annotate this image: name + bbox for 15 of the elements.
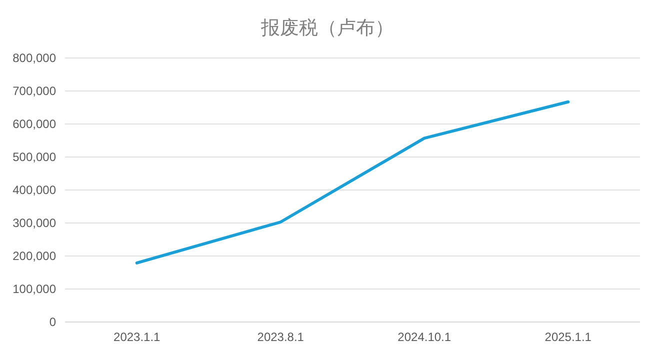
y-tick-label: 600,000 — [12, 117, 56, 131]
chart-title: 报废税（卢布） — [260, 17, 394, 39]
x-tick-label: 2024.10.1 — [398, 330, 452, 344]
y-tick-label: 800,000 — [12, 51, 56, 65]
y-tick-label: 0 — [49, 315, 56, 329]
y-tick-label: 500,000 — [12, 150, 56, 164]
line-series — [135, 100, 570, 264]
x-tick-label: 2023.1.1 — [114, 330, 161, 344]
y-tick-label: 300,000 — [12, 216, 56, 230]
y-tick-label: 200,000 — [12, 249, 56, 263]
x-tick-label: 2025.1.1 — [544, 330, 592, 344]
y-tick-label: 400,000 — [12, 183, 56, 197]
x-tick-label: 2023.8.1 — [257, 330, 304, 344]
y-tick-label: 100,000 — [12, 282, 56, 296]
y-tick-label: 700,000 — [12, 84, 56, 98]
